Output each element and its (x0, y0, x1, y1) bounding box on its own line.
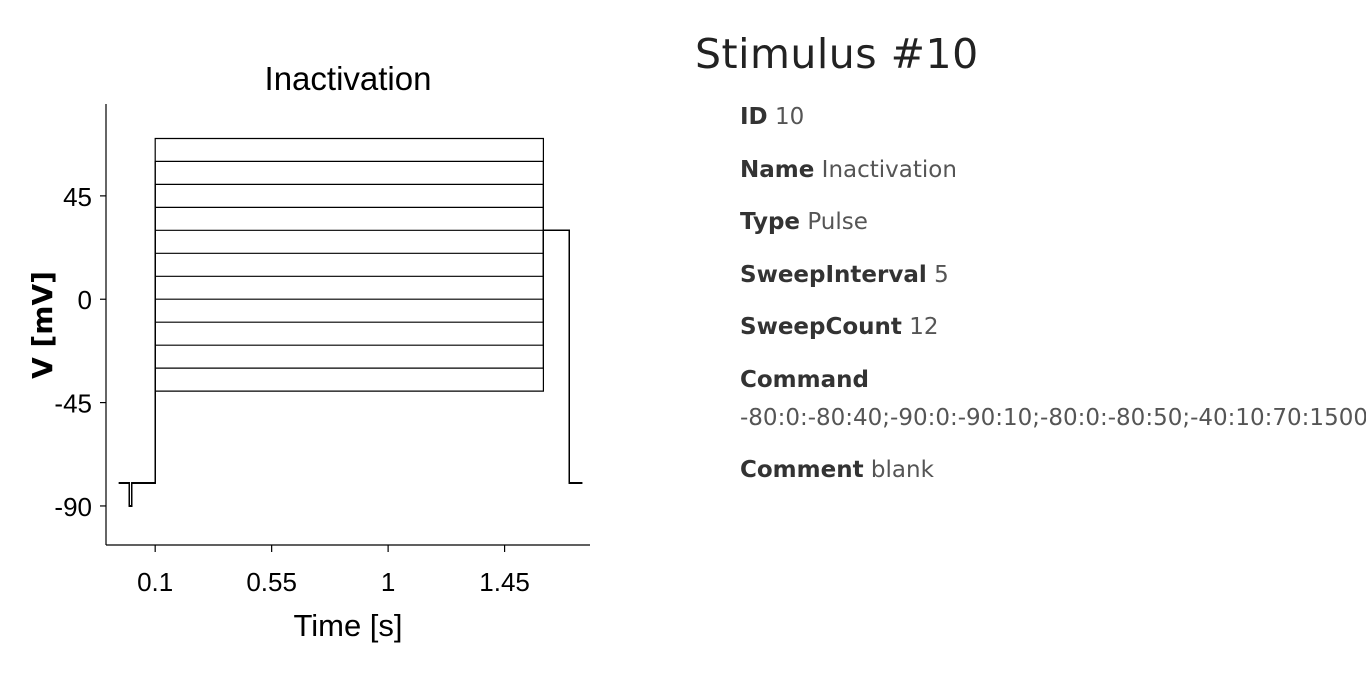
detail-value: 5 (934, 261, 949, 288)
detail-key: SweepCount (740, 314, 902, 340)
chart-title: Inactivation (265, 60, 432, 97)
detail-value: Pulse (807, 209, 868, 235)
detail-item-type: Type Pulse (740, 203, 1335, 241)
detail-key: Type (740, 209, 801, 235)
detail-key: Name (740, 156, 815, 183)
detail-value: blank (870, 457, 934, 483)
y-tick-group: 45 0 -45 -90 (54, 182, 106, 522)
stimulus-plot: Inactivation 45 0 -45 -90 0.1 0.55 1 1.45 Time… (26, 60, 590, 643)
sweep-trace-2 (118, 229, 583, 507)
y-tick-label: -90 (54, 492, 92, 522)
sweep-trace-9 (118, 206, 583, 507)
y-axis-label: V [mV] (26, 271, 59, 379)
detail-value: 12 (909, 314, 939, 340)
x-tick-label: 0.55 (246, 567, 297, 597)
detail-list: ID 10 Name Inactivation Type Pulse Sweep… (740, 98, 1366, 489)
y-tick-label: 45 (63, 182, 92, 212)
detail-key: Comment (740, 457, 864, 483)
detail-key: ID (740, 104, 768, 130)
trace-group (118, 137, 583, 507)
sweep-trace-11 (118, 160, 583, 507)
detail-item-comment: Comment blank (740, 451, 1335, 489)
detail-item-sweepinterval: SweepInterval 5 (740, 256, 1335, 294)
x-axis-label: Time [s] (293, 608, 402, 643)
x-tick-group: 0.1 0.55 1 1.45 (137, 545, 530, 597)
sweep-trace-12 (118, 137, 583, 507)
detail-value: Inactivation (821, 156, 957, 183)
detail-value: -80:0:-80:40;-90:0:-90:10;-80:0:-80:50;-… (740, 404, 1366, 431)
x-tick-label: 0.1 (137, 567, 173, 597)
x-tick-label: 1.45 (479, 567, 530, 597)
stimulus-detail-panel: Stimulus #10 ID 10 Name Inactivation Typ… (695, 30, 1366, 504)
detail-value: 10 (774, 104, 805, 130)
detail-item-command: Command -80:0:-80:40;-90:0:-90:10;-80:0:… (740, 361, 1366, 437)
detail-key: Command (740, 366, 869, 393)
x-tick-label: 1 (381, 567, 395, 597)
stimulus-heading: Stimulus #10 (695, 30, 979, 78)
y-tick-label: 0 (78, 285, 92, 315)
detail-item-name: Name Inactivation (740, 151, 1335, 189)
detail-item-id: ID 10 (740, 98, 1335, 136)
detail-item-sweepcount: SweepCount 12 (740, 308, 1335, 346)
y-tick-label: -45 (54, 389, 92, 419)
detail-key: SweepInterval (740, 261, 927, 288)
